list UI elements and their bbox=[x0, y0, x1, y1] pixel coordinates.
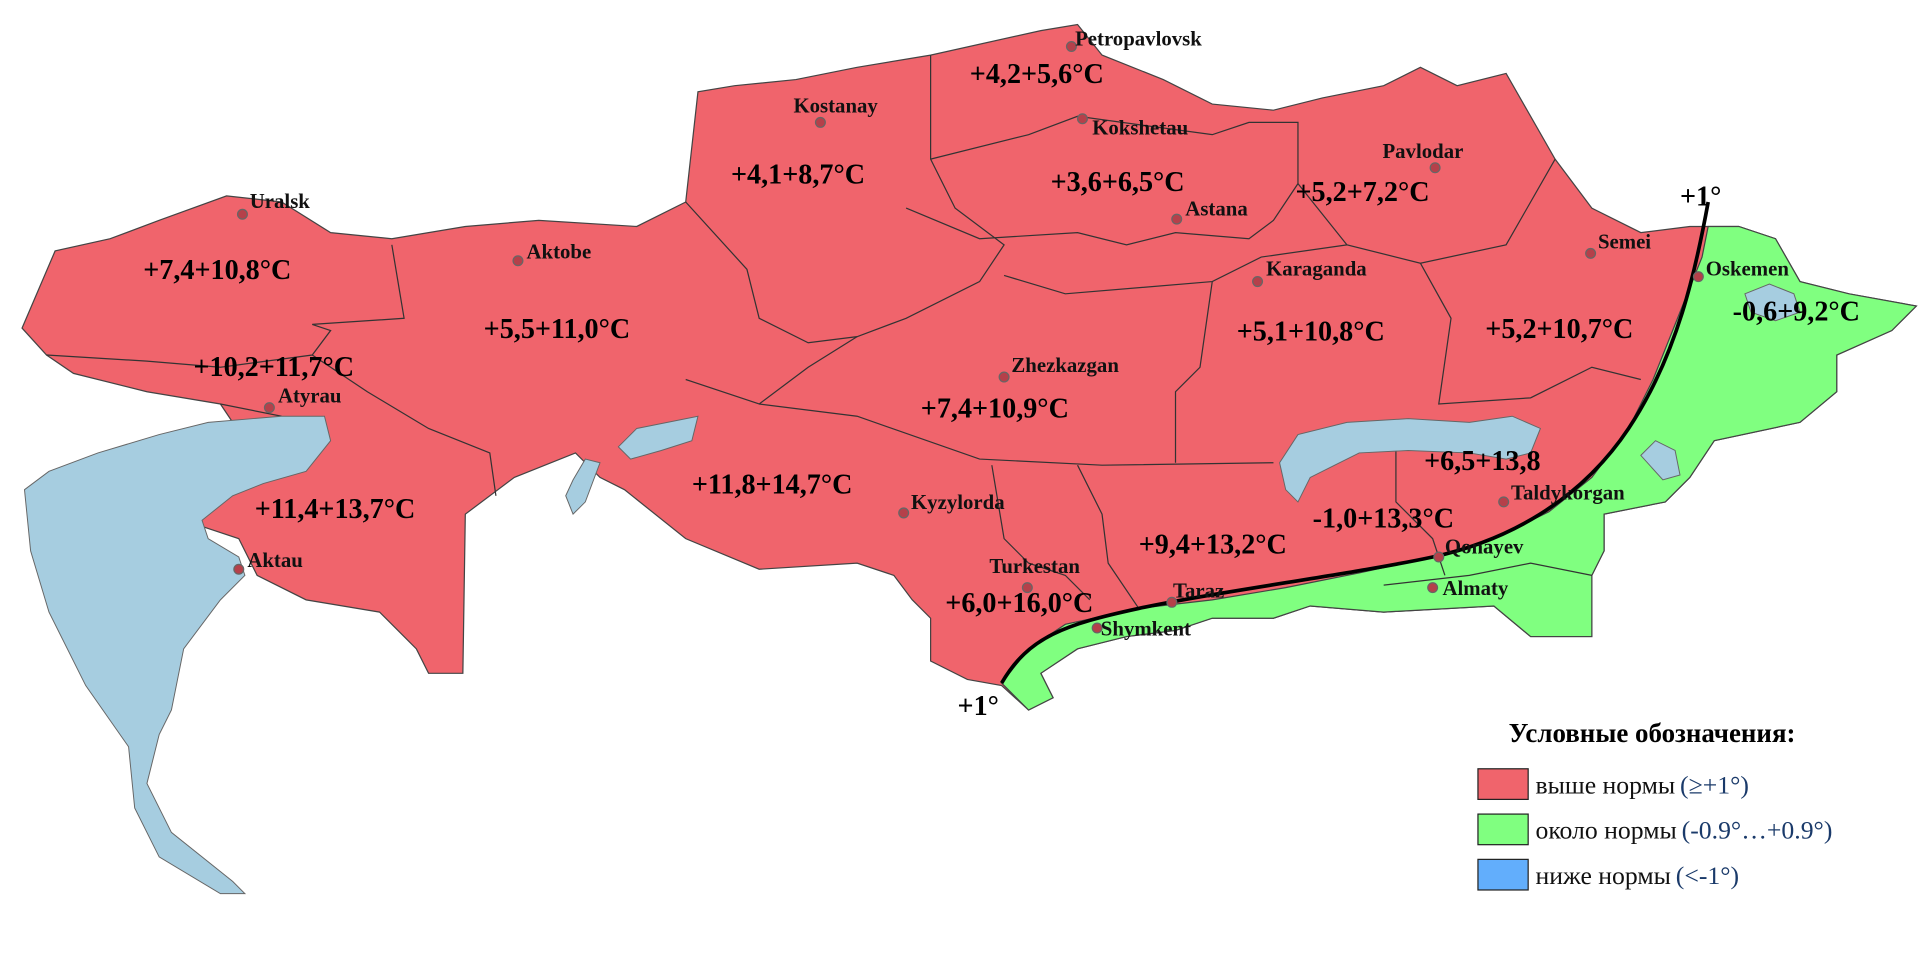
city-dot bbox=[1091, 622, 1103, 634]
temperature-anomaly-label: -1,0+13,3°C bbox=[1313, 504, 1454, 535]
city-label: Kyzylorda bbox=[911, 490, 1005, 514]
legend-title: Условные обозначения: bbox=[1509, 718, 1796, 748]
temperature-anomaly-label: +3,6+6,5°C bbox=[1051, 167, 1185, 198]
city-label: Almaty bbox=[1442, 576, 1508, 600]
city-dot bbox=[1021, 582, 1033, 594]
city-label: Karaganda bbox=[1266, 256, 1367, 280]
temperature-anomaly-label: +11,8+14,7°C bbox=[692, 469, 853, 500]
legend-range: (-0.9°…+0.9°) bbox=[1682, 816, 1833, 845]
city-label: Aktau bbox=[247, 548, 302, 572]
city-label: Qonayev bbox=[1445, 534, 1524, 558]
city-dot bbox=[512, 255, 524, 267]
aral-sea-small bbox=[565, 458, 601, 516]
legend-swatch bbox=[1477, 858, 1529, 891]
city-label: Kostanay bbox=[793, 94, 878, 118]
svg-text:выше нормы(≥+1°): выше нормы (≥+1°) bbox=[1536, 770, 1749, 799]
temperature-anomaly-label: +6,0+16,0°C bbox=[945, 588, 1093, 619]
temperature-anomaly-label: +5,5+11,0°C bbox=[484, 314, 631, 345]
temperature-anomaly-label: +5,2+7,2°C bbox=[1296, 177, 1430, 208]
region-borders bbox=[46, 55, 1641, 609]
city-label: Shymkent bbox=[1101, 616, 1191, 640]
city-label: Taldykorgan bbox=[1511, 480, 1625, 504]
legend-swatch bbox=[1477, 768, 1529, 801]
isoline-plus-1 bbox=[1000, 201, 1710, 685]
temperature-anomaly-label: +7,4+10,9°C bbox=[921, 393, 1069, 424]
city-label: Atyrau bbox=[278, 384, 342, 408]
city-dot bbox=[898, 507, 910, 519]
city-label: Astana bbox=[1185, 196, 1248, 220]
city-dot bbox=[1585, 247, 1597, 259]
city-dot bbox=[1166, 596, 1178, 608]
city-dot bbox=[1171, 213, 1183, 225]
legend-range: (≥+1°) bbox=[1680, 770, 1749, 799]
city-dot bbox=[814, 116, 826, 128]
city-dot bbox=[1433, 551, 1445, 563]
city-dot bbox=[1498, 496, 1510, 508]
city-dot bbox=[236, 208, 248, 220]
legend: Условные обозначения: выше нормы (≥+1°)ок… bbox=[1477, 718, 1833, 891]
caspian-sea bbox=[23, 415, 332, 895]
temperature-anomaly-label: +5,2+10,7°C bbox=[1485, 314, 1633, 345]
city-label: Uralsk bbox=[250, 189, 311, 213]
temperature-anomaly-label: +6,5+13,8 bbox=[1424, 446, 1541, 477]
legend-label: около нормы bbox=[1536, 816, 1677, 845]
city-label: Pavlodar bbox=[1382, 139, 1463, 163]
city-dot bbox=[1252, 276, 1264, 288]
city-dot bbox=[998, 371, 1010, 383]
city-label: Zhezkazgan bbox=[1011, 353, 1119, 377]
svg-text:около нормы(-0.9°…+0.9°): около нормы (-0.9°…+0.9°) bbox=[1536, 816, 1833, 845]
lake-balkhash bbox=[1279, 415, 1542, 503]
isoline-label: +1° bbox=[1680, 182, 1721, 213]
svg-text:ниже нормы(<-1°): ниже нормы (<-1°) bbox=[1536, 861, 1740, 890]
legend-range: (<-1°) bbox=[1676, 861, 1739, 890]
temperature-anomaly-label: +9,4+13,2°C bbox=[1139, 529, 1287, 560]
legend-label: выше нормы bbox=[1536, 770, 1676, 799]
city-label: Taraz bbox=[1173, 578, 1224, 602]
temperature-anomaly-label: +7,4+10,8°C bbox=[143, 255, 291, 286]
lake-zaysan bbox=[1744, 283, 1801, 322]
temperature-anomaly-label: +4,2+5,6°C bbox=[970, 59, 1104, 90]
isoline-label: +1° bbox=[958, 691, 999, 722]
city-dot bbox=[233, 563, 245, 575]
temperature-anomaly-label: +11,4+13,7°C bbox=[255, 494, 416, 525]
temperature-anomaly-label: +4,1+8,7°C bbox=[731, 160, 865, 191]
city-dot bbox=[1429, 162, 1441, 174]
temperature-anomaly-label: -0,6+9,2°C bbox=[1733, 297, 1860, 328]
temperature-anomaly-label: +5,1+10,8°C bbox=[1237, 316, 1385, 347]
city-label: Turkestan bbox=[989, 554, 1080, 578]
city-dot bbox=[1065, 41, 1077, 53]
city-label: Oskemen bbox=[1706, 256, 1790, 280]
city-label: Kokshetau bbox=[1092, 116, 1188, 140]
city-dot bbox=[263, 402, 275, 414]
legend-label: ниже нормы bbox=[1536, 861, 1671, 890]
city-label: Semei bbox=[1598, 230, 1651, 254]
water-bodies bbox=[23, 283, 1801, 895]
aral-sea bbox=[617, 415, 699, 460]
temperature-anomaly-label: +10,2+11,7°C bbox=[193, 352, 354, 383]
city-dot bbox=[1427, 582, 1439, 594]
city-dot bbox=[1076, 113, 1088, 125]
city-label: Petropavlovsk bbox=[1075, 26, 1202, 50]
city-dot bbox=[1692, 271, 1704, 283]
legend-swatch bbox=[1477, 813, 1529, 846]
lake-alakol bbox=[1640, 440, 1681, 481]
city-label: Aktobe bbox=[527, 239, 592, 263]
